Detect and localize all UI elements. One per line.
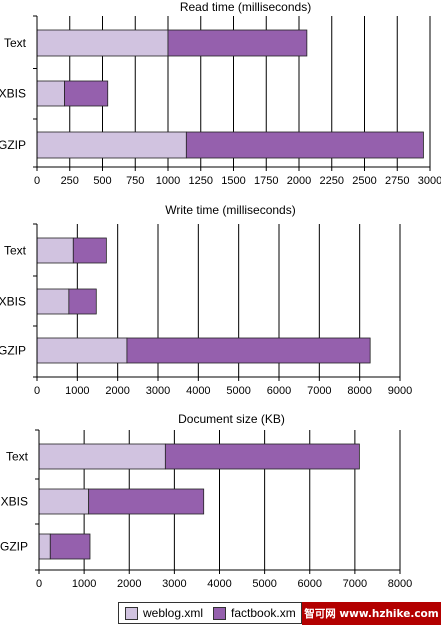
x-tick-label: 1000	[65, 385, 89, 397]
legend-swatch-factbook	[213, 606, 227, 620]
category-label: GZIP	[0, 138, 26, 152]
x-tick-label: 750	[126, 175, 144, 187]
category-label: Text	[4, 36, 27, 50]
x-tick-label: 1500	[221, 175, 245, 187]
legend-item-factbook: factbook.xm	[213, 606, 296, 620]
x-tick-label: 4000	[207, 578, 231, 590]
bar-segment	[64, 80, 109, 107]
legend-label-factbook: factbook.xm	[231, 606, 296, 620]
x-tick-label: 1750	[254, 175, 278, 187]
x-tick-label: 2750	[385, 175, 409, 187]
bar-segment	[38, 488, 90, 515]
bar-segment	[88, 488, 205, 515]
legend: weblog.xml factbook.xm	[118, 602, 302, 624]
x-tick-label: 2000	[117, 578, 141, 590]
bar-segment	[185, 131, 424, 159]
category-label: Text	[6, 450, 29, 464]
legend-item-weblog: weblog.xml	[125, 606, 203, 620]
x-tick-label: 6000	[298, 578, 322, 590]
category-label: XBIS	[0, 87, 26, 101]
bar-segment	[36, 337, 128, 364]
charts-canvas: Read time (milliseconds) Text XBIS GZIP 0 250…	[0, 0, 441, 590]
watermark-banner: 智可网 www.hzhike.com	[302, 602, 441, 625]
bar-segment	[164, 443, 360, 470]
category-label: XBIS	[0, 295, 26, 309]
x-tick-label: 8000	[388, 578, 412, 590]
x-tick-label: 2250	[320, 175, 344, 187]
x-tick-label: 7000	[307, 385, 331, 397]
x-tick-label: 500	[93, 175, 111, 187]
chart-title: Write time (milliseconds)	[165, 203, 295, 217]
bar-segment	[36, 237, 74, 264]
x-tick-label: 0	[36, 578, 42, 590]
x-tick-label: 1000	[156, 175, 180, 187]
x-tick-label: 2000	[287, 175, 311, 187]
legend-label-weblog: weblog.xml	[143, 606, 204, 620]
x-tick-label: 1000	[72, 578, 96, 590]
category-label: GZIP	[0, 540, 28, 554]
bar-segment	[167, 29, 308, 57]
x-tick-label: 8000	[347, 385, 371, 397]
bar-segment	[38, 533, 51, 560]
x-tick-label: 6000	[267, 385, 291, 397]
bar-segment	[36, 131, 187, 159]
bar-segment	[68, 288, 97, 315]
bar-segment	[126, 337, 371, 364]
x-tick-label: 9000	[388, 385, 412, 397]
x-tick-label: 5000	[252, 578, 276, 590]
x-tick-label: 3000	[418, 175, 441, 187]
category-label: GZIP	[0, 344, 26, 358]
category-label: XBIS	[1, 495, 28, 509]
bar-segment	[36, 80, 65, 107]
x-tick-label: 4000	[186, 385, 210, 397]
x-tick-label: 2000	[105, 385, 129, 397]
bar-segment	[36, 29, 169, 57]
bar-segment	[72, 237, 107, 264]
x-tick-label: 7000	[343, 578, 367, 590]
x-tick-label: 2500	[352, 175, 376, 187]
legend-swatch-weblog	[125, 606, 138, 620]
bar-segment	[49, 533, 91, 560]
chart-title: Document size (KB)	[178, 412, 285, 426]
bar-segment	[36, 288, 70, 315]
x-tick-label: 0	[34, 175, 40, 187]
x-tick-label: 0	[34, 385, 40, 397]
x-tick-label: 3000	[162, 578, 186, 590]
x-tick-label: 3000	[146, 385, 170, 397]
chart-title: Read time (milliseconds)	[180, 0, 311, 14]
bar-segment	[38, 443, 166, 470]
x-tick-label: 250	[61, 175, 79, 187]
x-tick-label: 5000	[226, 385, 250, 397]
x-tick-label: 1250	[189, 175, 213, 187]
category-label: Text	[4, 244, 27, 258]
